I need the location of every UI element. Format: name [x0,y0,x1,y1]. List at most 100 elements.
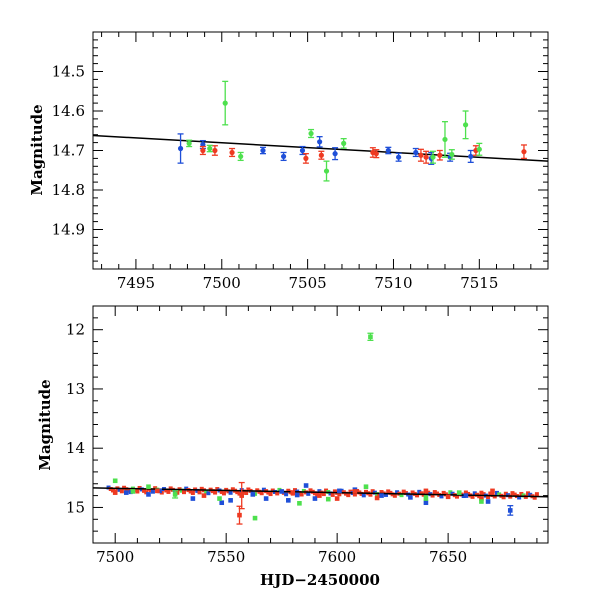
bottom-band-point [306,491,311,496]
bottom-band-point [292,488,297,493]
bottom-band-point [441,490,446,495]
bottom-point-red [445,494,451,500]
bottom-point-green [297,501,302,506]
bottom-fit-line [92,487,549,498]
top-point-blue [280,153,287,160]
top-y-tick-label: 14.7 [52,142,85,160]
bottom-band-point [463,490,468,495]
bottom-band-point [348,489,353,494]
bottom-band-point [430,493,435,498]
bottom-band-point [228,490,233,495]
bottom-point-green [172,492,178,497]
bottom-point-blue [423,500,429,506]
bottom-band-point [179,488,184,493]
bottom-y-axis-title: Magnitude [36,379,54,470]
top-x-tick-label: 7515 [460,274,498,292]
bottom-band-point [392,493,397,498]
bottom-band-point [268,492,273,497]
bottom-band-point [526,491,531,496]
bottom-band-point [383,492,388,497]
top-point-green [308,130,314,137]
bottom-band-point [210,489,215,494]
bottom-band-point [142,488,147,493]
bottom-band-point [439,494,444,499]
bottom-band-point [346,493,351,498]
bottom-band-point [119,489,124,494]
bottom-band-point [246,487,251,492]
bottom-band-point [182,490,186,495]
bottom-band-point [410,490,415,495]
bottom-band-point [137,485,142,490]
bottom-point-red [490,488,495,494]
bottom-band-point [117,487,122,492]
bottom-point-blue [337,488,342,494]
top-point-red [318,152,324,158]
top-y-axis-title: Magnitude [28,104,46,195]
top-point-red [200,147,206,154]
top-point-blue [385,147,391,154]
bottom-band-point [497,492,502,497]
bottom-band-point [219,489,224,494]
top-point-green [430,154,436,160]
top-point-red [229,149,235,156]
bottom-band-point [108,486,113,491]
top-x-tick-label: 7495 [117,274,155,292]
bottom-band-point [330,492,335,497]
bottom-band-point [481,492,486,497]
bottom-point-red [317,493,322,498]
bottom-band-point [448,490,453,495]
bottom-x-tick-label: 7600 [318,548,356,566]
bottom-point-blue [294,492,300,498]
top-point-red [521,149,527,155]
bottom-point-blue [219,500,225,506]
bottom-band-point [477,494,482,499]
bottom-band-point [308,488,313,493]
top-y-tick-label: 14.8 [52,181,85,199]
bottom-point-green [456,490,462,495]
bottom-point-green [325,496,331,502]
bottom-y-tick-label: 14 [66,439,85,457]
bottom-band-point [501,495,506,500]
bottom-band-point [166,489,171,494]
bottom-band-point [532,495,537,500]
bottom-band-point [226,489,231,494]
top-point-blue [332,151,338,157]
bottom-point-blue [485,499,491,504]
bottom-point-red [237,512,242,518]
bottom-point-red [155,488,160,494]
bottom-point-green [423,496,429,501]
bottom-band-point [235,490,240,495]
bottom-band-point [197,490,202,495]
top-point-green [186,140,192,146]
bottom-band-point [479,490,484,495]
bottom-band-point [488,491,493,496]
bottom-point-blue [379,493,384,498]
bottom-band-point [153,486,158,491]
bottom-band-point [423,494,428,499]
bottom-band-point [432,490,437,495]
top-point-blue [396,154,402,160]
bottom-band-point [332,489,337,494]
bottom-point-green [217,496,222,501]
bottom-band-point [506,493,511,498]
bottom-band-point [450,491,455,496]
bottom-band-point [364,489,368,494]
bottom-band-point [419,491,424,496]
bottom-band-point [324,488,329,493]
bottom-band-point [213,490,218,495]
bottom-y-tick-label: 12 [66,321,85,339]
bottom-band-point [199,486,204,491]
bottom-band-point [352,492,357,497]
bottom-band-point [221,491,226,496]
top-point-blue [299,147,306,154]
top-panel: Magnitude 7495 7500 7505 7510 7515 14.5 14.6 14… [28,31,549,292]
bottom-band-point [150,489,155,494]
top-point-blue [177,145,184,152]
bottom-band-point [370,489,375,494]
bottom-point-blue [279,489,284,494]
bottom-point-green [112,478,118,484]
top-point-green [476,146,482,152]
bottom-band-point [519,491,524,496]
bottom-point-blue [303,483,309,488]
bottom-point-blue [250,492,256,497]
